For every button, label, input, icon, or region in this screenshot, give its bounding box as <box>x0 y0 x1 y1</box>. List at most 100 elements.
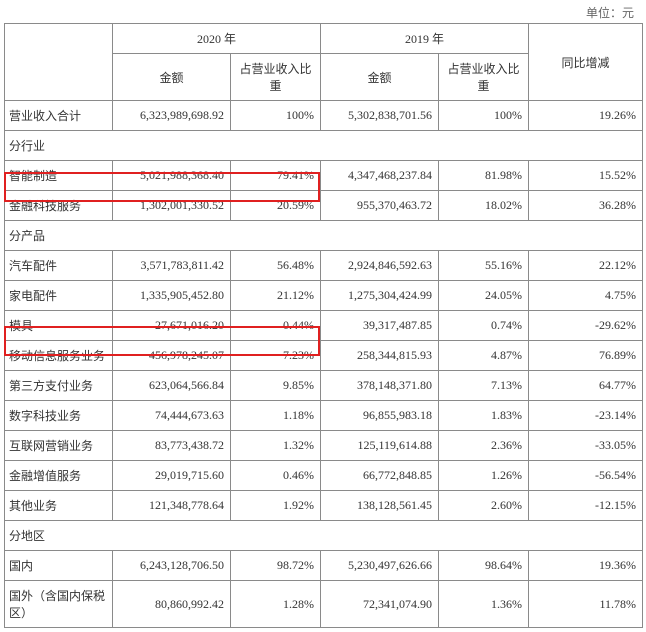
cell-label: 第三方支付业务 <box>5 371 113 401</box>
cell-value: 1.83% <box>439 401 529 431</box>
cell-value: -23.14% <box>529 401 643 431</box>
cell-value: 98.72% <box>231 551 321 581</box>
cell-value: 100% <box>231 101 321 131</box>
cell-value: 83,773,438.72 <box>113 431 231 461</box>
cell-value: 1.28% <box>231 581 321 628</box>
cell-value: 76.89% <box>529 341 643 371</box>
cell-value: 1.32% <box>231 431 321 461</box>
cell-value: 1.92% <box>231 491 321 521</box>
cell-value: 3,571,783,811.42 <box>113 251 231 281</box>
cell-value: 27,671,016.20 <box>113 311 231 341</box>
cell-value: -12.15% <box>529 491 643 521</box>
table-row: 数字科技业务74,444,673.631.18%96,855,983.181.8… <box>5 401 643 431</box>
cell-value: 11.78% <box>529 581 643 628</box>
cell-value: 36.28% <box>529 191 643 221</box>
cell-value: 98.64% <box>439 551 529 581</box>
cell-value: 80,860,992.42 <box>113 581 231 628</box>
cell-value: 4.75% <box>529 281 643 311</box>
cell-label: 国外（含国内保税区） <box>5 581 113 628</box>
cell-value: 1,335,905,452.80 <box>113 281 231 311</box>
table-wrap: 2020 年 2019 年 同比增减 金额 占营业收入比重 金额 占营业收入比重… <box>4 23 642 628</box>
cell-label: 其他业务 <box>5 491 113 521</box>
cell-value: 0.46% <box>231 461 321 491</box>
cell-value: 15.52% <box>529 161 643 191</box>
table-row: 其他业务121,348,778.641.92%138,128,561.452.6… <box>5 491 643 521</box>
section-title: 分行业 <box>5 131 643 161</box>
table-row: 第三方支付业务623,064,566.849.85%378,148,371.80… <box>5 371 643 401</box>
cell-value: 0.44% <box>231 311 321 341</box>
table-row: 国外（含国内保税区）80,860,992.421.28%72,341,074.9… <box>5 581 643 628</box>
cell-value: 125,119,614.88 <box>321 431 439 461</box>
cell-value: 81.98% <box>439 161 529 191</box>
section-header-row: 分产品 <box>5 221 643 251</box>
cell-value: 96,855,983.18 <box>321 401 439 431</box>
table-row: 营业收入合计6,323,989,698.92100%5,302,838,701.… <box>5 101 643 131</box>
table-row: 移动信息服务业务456,978,245.077.23%258,344,815.9… <box>5 341 643 371</box>
cell-value: 4,347,468,237.84 <box>321 161 439 191</box>
table-row: 模具27,671,016.200.44%39,317,487.850.74%-2… <box>5 311 643 341</box>
cell-label: 营业收入合计 <box>5 101 113 131</box>
table-body: 营业收入合计6,323,989,698.92100%5,302,838,701.… <box>5 101 643 628</box>
th-delta: 同比增减 <box>529 24 643 101</box>
cell-value: 0.74% <box>439 311 529 341</box>
cell-value: 100% <box>439 101 529 131</box>
cell-value: 24.05% <box>439 281 529 311</box>
cell-value: 2.36% <box>439 431 529 461</box>
cell-value: 138,128,561.45 <box>321 491 439 521</box>
cell-value: 74,444,673.63 <box>113 401 231 431</box>
th-amount-2019: 金额 <box>321 54 439 101</box>
cell-value: -56.54% <box>529 461 643 491</box>
table-row: 家电配件1,335,905,452.8021.12%1,275,304,424.… <box>5 281 643 311</box>
cell-value: 1,302,001,330.52 <box>113 191 231 221</box>
cell-value: 1.18% <box>231 401 321 431</box>
cell-value: 7.23% <box>231 341 321 371</box>
section-header-row: 分地区 <box>5 521 643 551</box>
cell-label: 金融科技服务 <box>5 191 113 221</box>
cell-value: 72,341,074.90 <box>321 581 439 628</box>
cell-value: 623,064,566.84 <box>113 371 231 401</box>
cell-value: 22.12% <box>529 251 643 281</box>
cell-value: 55.16% <box>439 251 529 281</box>
table-row: 国内6,243,128,706.5098.72%5,230,497,626.66… <box>5 551 643 581</box>
cell-value: 19.36% <box>529 551 643 581</box>
cell-label: 金融增值服务 <box>5 461 113 491</box>
cell-value: 121,348,778.64 <box>113 491 231 521</box>
cell-value: 1.26% <box>439 461 529 491</box>
cell-value: 7.13% <box>439 371 529 401</box>
cell-label: 模具 <box>5 311 113 341</box>
cell-value: 5,230,497,626.66 <box>321 551 439 581</box>
cell-value: 6,243,128,706.50 <box>113 551 231 581</box>
table-header: 2020 年 2019 年 同比增减 金额 占营业收入比重 金额 占营业收入比重 <box>5 24 643 101</box>
cell-value: 19.26% <box>529 101 643 131</box>
cell-label: 智能制造 <box>5 161 113 191</box>
cell-value: 378,148,371.80 <box>321 371 439 401</box>
cell-label: 互联网营销业务 <box>5 431 113 461</box>
table-row: 金融增值服务29,019,715.600.46%66,772,848.851.2… <box>5 461 643 491</box>
unit-label: 单位：元 <box>4 4 642 21</box>
cell-value: 39,317,487.85 <box>321 311 439 341</box>
section-title: 分产品 <box>5 221 643 251</box>
cell-label: 数字科技业务 <box>5 401 113 431</box>
th-year-2020: 2020 年 <box>113 24 321 54</box>
cell-value: 5,302,838,701.56 <box>321 101 439 131</box>
cell-value: 56.48% <box>231 251 321 281</box>
cell-value: 5,021,988,368.40 <box>113 161 231 191</box>
cell-value: 29,019,715.60 <box>113 461 231 491</box>
cell-value: 64.77% <box>529 371 643 401</box>
cell-value: 1,275,304,424.99 <box>321 281 439 311</box>
cell-value: 2.60% <box>439 491 529 521</box>
cell-value: -33.05% <box>529 431 643 461</box>
cell-value: 9.85% <box>231 371 321 401</box>
cell-value: 2,924,846,592.63 <box>321 251 439 281</box>
cell-label: 汽车配件 <box>5 251 113 281</box>
revenue-table: 2020 年 2019 年 同比增减 金额 占营业收入比重 金额 占营业收入比重… <box>4 23 643 628</box>
cell-value: 18.02% <box>439 191 529 221</box>
cell-value: 66,772,848.85 <box>321 461 439 491</box>
cell-label: 国内 <box>5 551 113 581</box>
section-title: 分地区 <box>5 521 643 551</box>
cell-value: 1.36% <box>439 581 529 628</box>
cell-value: 6,323,989,698.92 <box>113 101 231 131</box>
section-header-row: 分行业 <box>5 131 643 161</box>
th-blank <box>5 24 113 101</box>
cell-value: 955,370,463.72 <box>321 191 439 221</box>
